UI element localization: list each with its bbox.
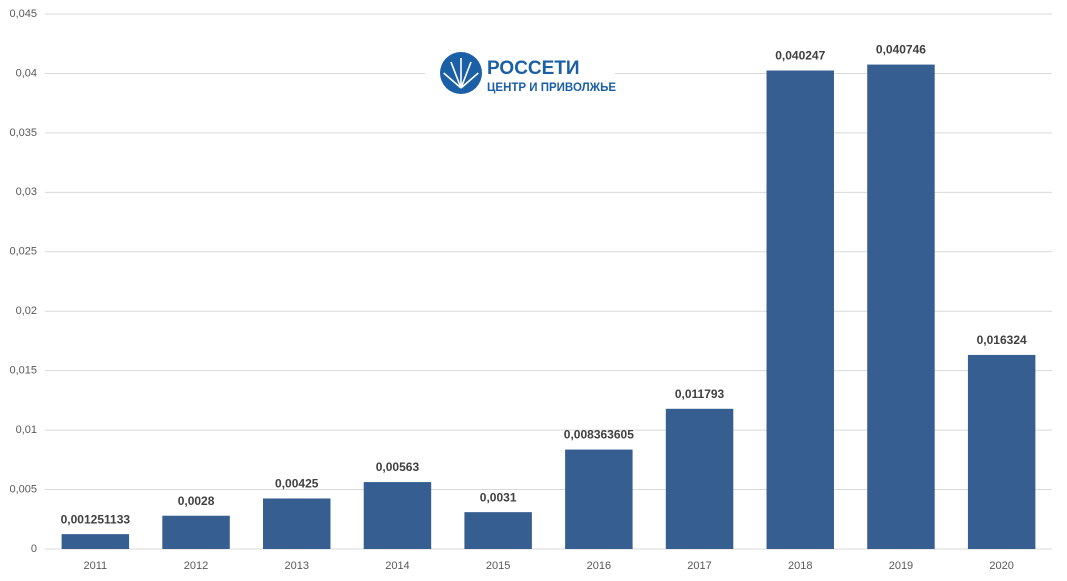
x-tick-label: 2015: [486, 560, 510, 572]
data-label: 0,0028: [178, 494, 215, 508]
data-label: 0,001251133: [61, 512, 131, 526]
bar: [263, 498, 331, 549]
bar: [565, 449, 633, 549]
data-label: 0,016324: [977, 333, 1027, 347]
y-tick-label: 0,015: [9, 365, 37, 377]
bar: [766, 70, 834, 550]
logo-ray: [460, 72, 479, 89]
y-tick-label: 0,02: [16, 305, 37, 317]
x-tick-label: 2016: [587, 560, 611, 572]
x-tick-label: 2012: [184, 560, 208, 572]
data-label: 0,040247: [775, 49, 825, 63]
x-tick-label: 2011: [84, 560, 108, 572]
y-tick-label: 0,045: [9, 8, 37, 20]
x-tick-label: 2019: [889, 560, 913, 572]
bar: [363, 482, 432, 549]
y-tick-label: 0,005: [9, 483, 37, 495]
bar: [464, 512, 532, 549]
bar: [665, 408, 734, 549]
bar: [967, 354, 1036, 549]
data-label: 0,008363605: [564, 428, 634, 442]
y-tick-label: 0,03: [16, 186, 37, 198]
y-tick-label: 0,025: [9, 246, 37, 258]
logo: РОССЕТИ ЦЕНТР И ПРИВОЛЖЬЕ: [440, 52, 616, 94]
logo-name: РОССЕТИ: [487, 58, 580, 79]
x-tick-label: 2018: [788, 560, 812, 572]
logo-subtitle: ЦЕНТР И ПРИВОЛЖЬЕ: [487, 82, 616, 94]
logo-ray: [450, 61, 462, 89]
bar: [61, 534, 130, 549]
x-tick-label: 2020: [989, 560, 1013, 572]
bar: [162, 515, 230, 549]
y-tick-label: 0,04: [16, 67, 37, 79]
x-tick-label: 2014: [385, 560, 409, 572]
bar: [867, 64, 935, 550]
y-tick-label: 0,01: [16, 424, 37, 436]
data-label: 0,00563: [376, 460, 420, 474]
logo-ray: [460, 61, 472, 89]
data-label: 0,0031: [480, 490, 517, 504]
data-label: 0,011793: [675, 387, 725, 401]
data-label: 0,00425: [275, 477, 319, 491]
x-tick-label: 2017: [687, 560, 711, 572]
x-tick-label: 2013: [285, 560, 309, 572]
y-tick-label: 0,035: [9, 127, 37, 139]
y-tick-label: 0: [31, 543, 37, 555]
data-label: 0,040746: [876, 43, 926, 57]
logo-ray: [443, 72, 462, 89]
